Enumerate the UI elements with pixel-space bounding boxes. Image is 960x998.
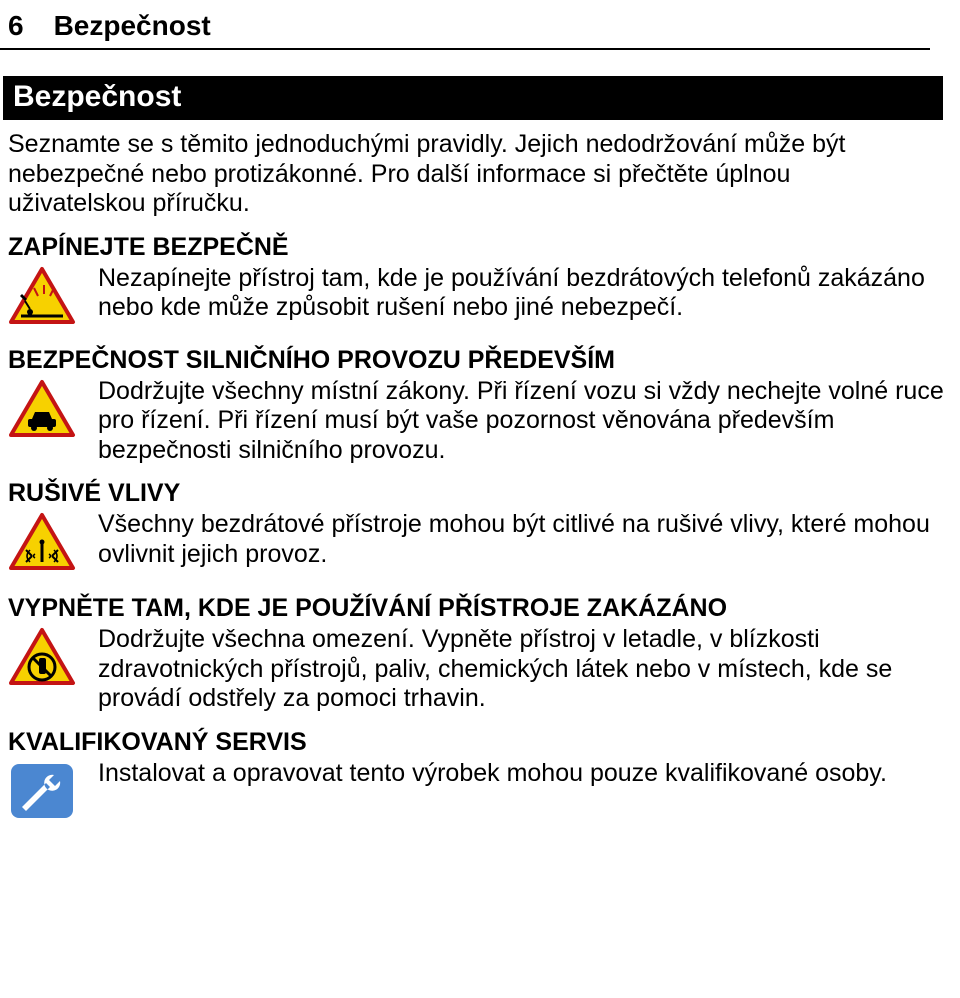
page-number: 6 — [8, 10, 24, 42]
section-heading: ZAPÍNEJTE BEZPEČNĚ — [8, 233, 944, 262]
section-body: Dodržujte všechna omezení. Vypněte příst… — [8, 625, 944, 714]
safety-section: VYPNĚTE TAM, KDE JE POUŽÍVÁNÍ PŘÍSTROJE … — [0, 594, 944, 714]
section-heading: BEZPEČNOST SILNIČNÍHO PROVOZU PŘEDEVŠÍM — [8, 346, 944, 375]
page-title: Bezpečnost — [54, 10, 211, 42]
section-body: Nezapínejte přístroj tam, kde je používá… — [8, 264, 944, 326]
section-text: Všechny bezdrátové přístroje mohou být c… — [98, 510, 944, 569]
section-heading: KVALIFIKOVANÝ SERVIS — [8, 728, 944, 757]
service-wrench-icon — [8, 761, 76, 821]
section-heading: RUŠIVÉ VLIVY — [8, 479, 944, 508]
section-body: Všechny bezdrátové přístroje mohou být c… — [8, 510, 944, 572]
section-body: Dodržujte všechny místní zákony. Při říz… — [8, 377, 944, 466]
page-header: 6 Bezpečnost — [0, 0, 930, 50]
safety-section: RUŠIVÉ VLIVY Všechny bezdrátové přístroj… — [0, 479, 944, 572]
section-heading: VYPNĚTE TAM, KDE JE POUŽÍVÁNÍ PŘÍSTROJE … — [8, 594, 944, 623]
section-text: Instalovat a opravovat tento výrobek moh… — [98, 759, 944, 789]
interference-warning-icon — [8, 512, 76, 572]
no-phone-warning-icon — [8, 627, 76, 687]
section-bar-title: Bezpečnost — [3, 76, 943, 120]
safety-section: KVALIFIKOVANÝ SERVIS Instalovat a opravo… — [0, 728, 944, 821]
power-on-warning-icon — [8, 266, 76, 326]
section-text: Dodržujte všechny místní zákony. Při říz… — [98, 377, 944, 466]
section-text: Dodržujte všechna omezení. Vypněte příst… — [98, 625, 944, 714]
car-warning-icon — [8, 379, 76, 439]
safety-section: ZAPÍNEJTE BEZPEČNĚ Nezapínejte přístroj … — [0, 233, 944, 326]
safety-section: BEZPEČNOST SILNIČNÍHO PROVOZU PŘEDEVŠÍM … — [0, 346, 944, 466]
section-text: Nezapínejte přístroj tam, kde je používá… — [98, 264, 944, 323]
intro-paragraph: Seznamte se s těmito jednoduchými pravid… — [0, 120, 944, 219]
section-body: Instalovat a opravovat tento výrobek moh… — [8, 759, 944, 821]
